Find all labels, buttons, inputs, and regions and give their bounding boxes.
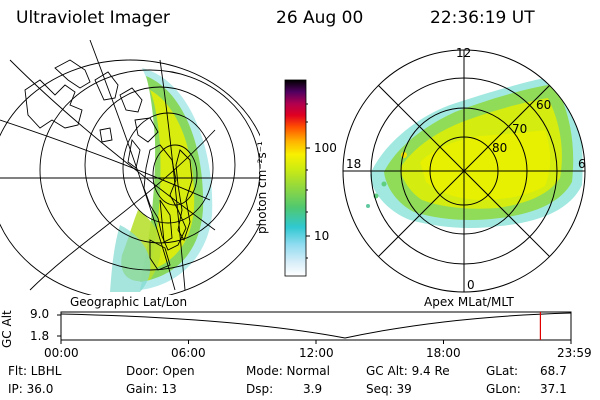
timeline-ylabel: GC Alt xyxy=(0,310,14,348)
date-label: 26 Aug 00 xyxy=(276,8,364,28)
polar-plot xyxy=(342,49,586,293)
timeline-xtick-1200: 12:00 xyxy=(299,346,334,360)
mlt-label-12: 12 xyxy=(456,46,472,60)
timeline-ytick-low: 1.8 xyxy=(30,329,50,343)
colorbar-label: photon cm⁻²s⁻¹ xyxy=(255,141,269,234)
timeline-xtick-0600: 06:00 xyxy=(171,346,206,360)
emission-lower-cyan xyxy=(110,225,151,292)
altitude-timeline xyxy=(57,311,572,344)
info-glat-label: GLat: xyxy=(486,364,519,378)
lat-label-80: 80 xyxy=(492,141,508,155)
info-glat-value: 68.7 xyxy=(540,364,567,378)
info-mode: Mode: Normal xyxy=(246,364,330,378)
right-panel-caption: Apex MLat/MLT xyxy=(424,295,514,309)
coastlines xyxy=(24,59,193,271)
timeline-ytick-high: 9.0 xyxy=(30,307,50,321)
timeline-xtick-0000: 00:00 xyxy=(44,346,79,360)
polar-grid xyxy=(342,49,586,293)
lat-label-70: 70 xyxy=(512,122,528,136)
left-panel-caption: Geographic Lat/Lon xyxy=(70,295,188,309)
geo-grid xyxy=(0,40,260,295)
info-gcalt: GC Alt: 9.4 Re xyxy=(366,364,450,378)
emission-yellow xyxy=(150,90,195,270)
instrument-title: Ultraviolet Imager xyxy=(16,8,170,28)
mlt-label-6: 6 xyxy=(578,157,586,171)
info-glon-value: 37.1 xyxy=(540,382,567,396)
time-label: 22:36:19 UT xyxy=(430,8,535,28)
colorbar xyxy=(284,79,310,277)
mlt-label-0: 0 xyxy=(467,278,475,292)
info-seq: Seq: 39 xyxy=(366,382,412,396)
colorbar-tick-100: 100 xyxy=(314,141,337,155)
info-door: Door: Open xyxy=(126,364,195,378)
geographic-map xyxy=(0,40,260,295)
info-dsp-value: 3.9 xyxy=(303,382,323,396)
info-flt: Flt: LBHL xyxy=(8,364,62,378)
info-gain: Gain: 13 xyxy=(126,382,177,396)
altitude-curve xyxy=(60,312,572,339)
timeline-xtick-2359: 23:59 xyxy=(557,346,592,360)
info-glon-label: GLon: xyxy=(486,382,521,396)
info-dsp-label: Dsp: xyxy=(246,382,274,396)
info-ip: IP: 36.0 xyxy=(8,382,54,396)
lat-label-60: 60 xyxy=(536,98,552,112)
colorbar-tick-10: 10 xyxy=(314,229,330,243)
mlt-label-18: 18 xyxy=(346,157,362,171)
timeline-xtick-1800: 18:00 xyxy=(426,346,461,360)
